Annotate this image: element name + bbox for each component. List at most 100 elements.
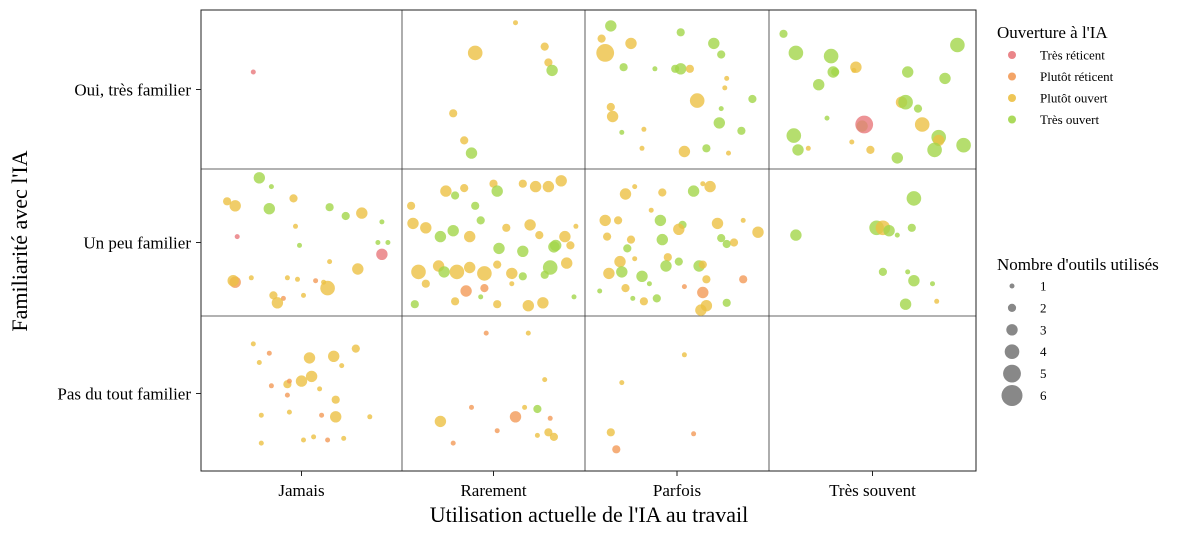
data-point: [451, 191, 460, 200]
x-tick-label: Parfois: [653, 481, 701, 500]
data-point: [256, 360, 262, 365]
data-point: [702, 144, 711, 153]
data-point: [411, 264, 426, 280]
data-point: [525, 330, 531, 336]
x-axis-title: Utilisation actuelle de l'IA au travail: [430, 502, 749, 527]
data-point: [469, 404, 474, 410]
data-point: [537, 297, 549, 309]
data-point: [534, 432, 540, 438]
data-point: [654, 214, 667, 227]
size-legend-label: 1: [1040, 279, 1047, 294]
data-point: [325, 203, 334, 212]
data-point: [434, 230, 447, 243]
data-point: [639, 297, 649, 306]
size-legend-marker: [1004, 344, 1020, 360]
data-point: [250, 69, 256, 75]
data-point: [597, 288, 603, 294]
data-point: [248, 275, 254, 281]
data-point: [297, 242, 302, 248]
data-point: [295, 276, 300, 282]
data-point: [555, 175, 567, 187]
color-legend-label: Très ouvert: [1040, 112, 1099, 127]
size-legend-marker: [1006, 324, 1018, 336]
size-legend: Nombre d'outils utilisés 1 2 3 4 5 6: [997, 255, 1159, 406]
data-point: [234, 234, 240, 240]
data-point: [341, 211, 350, 221]
data-point: [616, 266, 628, 278]
x-tick-label: Jamais: [278, 481, 324, 500]
data-point: [956, 137, 971, 153]
data-point: [546, 64, 558, 77]
data-point: [625, 37, 637, 50]
data-point: [223, 197, 232, 206]
data-point: [619, 188, 632, 200]
data-point: [317, 386, 323, 392]
data-point: [286, 378, 292, 384]
data-point: [702, 275, 711, 284]
data-point: [711, 217, 724, 230]
data-point: [325, 437, 331, 443]
data-point: [494, 428, 500, 434]
data-point: [478, 294, 484, 300]
y-axis-title: Familiarité avec l'IA: [7, 150, 32, 331]
data-point: [726, 150, 731, 156]
data-point: [420, 222, 432, 234]
data-point: [328, 350, 340, 362]
data-point: [813, 79, 825, 91]
data-point: [619, 380, 625, 386]
data-point: [934, 298, 940, 304]
data-point: [301, 437, 306, 443]
data-point: [518, 272, 527, 281]
data-point: [295, 375, 308, 387]
data-point: [752, 226, 764, 238]
data-point: [708, 37, 720, 50]
data-point: [648, 207, 654, 213]
color-legend-swatch: [1008, 94, 1016, 102]
data-point: [831, 67, 840, 77]
data-point: [268, 383, 274, 389]
data-point: [605, 20, 617, 32]
data-point: [652, 294, 661, 303]
data-point: [717, 234, 726, 243]
data-point: [641, 126, 647, 132]
data-point: [902, 66, 914, 78]
data-point: [258, 440, 264, 446]
data-point: [540, 270, 549, 279]
data-point: [286, 409, 292, 415]
data-point: [722, 85, 728, 91]
data-point: [480, 284, 489, 293]
data-point: [229, 200, 241, 212]
data-point: [476, 216, 485, 225]
data-point: [663, 253, 672, 262]
size-legend-label: 2: [1040, 300, 1047, 315]
data-point: [385, 240, 391, 245]
data-point: [547, 415, 553, 421]
data-point: [375, 240, 381, 245]
data-point: [632, 256, 638, 262]
data-point: [779, 29, 788, 38]
data-point: [652, 66, 658, 72]
data-point: [301, 292, 306, 298]
data-point: [271, 297, 284, 309]
data-point: [258, 412, 264, 418]
data-point: [303, 352, 316, 364]
data-point: [914, 117, 930, 132]
data-point: [639, 145, 645, 151]
data-point: [675, 63, 687, 75]
data-point: [509, 281, 515, 287]
data-point: [573, 223, 579, 229]
data-point: [566, 241, 575, 250]
data-point: [311, 434, 317, 440]
data-point: [906, 191, 922, 206]
data-point: [509, 411, 522, 423]
data-point: [542, 377, 548, 383]
data-point: [465, 147, 478, 159]
data-point: [907, 223, 916, 232]
size-legend-marker: [1007, 303, 1017, 312]
data-point: [718, 106, 724, 112]
data-point: [544, 428, 553, 437]
data-point: [440, 185, 452, 197]
data-point: [493, 242, 505, 255]
data-point: [673, 223, 685, 235]
